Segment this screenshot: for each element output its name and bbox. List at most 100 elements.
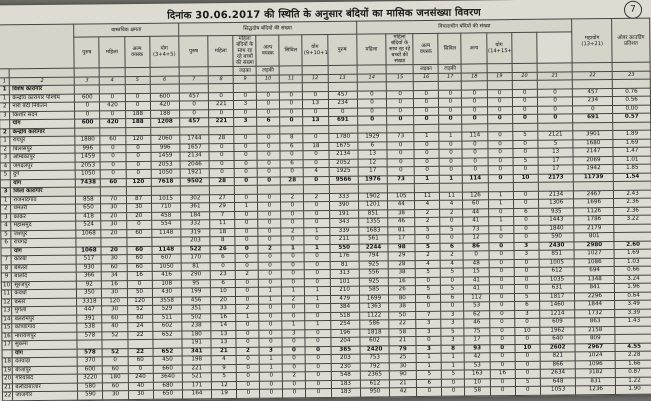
table-cell: 1 [416, 361, 442, 371]
table-cell: 30 [101, 254, 127, 264]
table-cell: 0 [126, 279, 153, 289]
table-cell: 16 [388, 277, 416, 286]
table-cell: 0.87 [615, 368, 651, 377]
table-cell: 1.01 [613, 155, 651, 165]
table-cell: 1201 [358, 200, 388, 210]
table-cell: 0 [438, 89, 462, 99]
table-cell [75, 186, 101, 196]
header-children-cell [149, 67, 180, 76]
table-cell: 70 [100, 195, 127, 204]
table-cell: 126 [462, 191, 489, 201]
table-cell: 120 [127, 296, 153, 306]
header-sub-undertrial: अल्प वयस्क [413, 33, 439, 65]
table-cell: 53 [464, 361, 490, 371]
table-cell: 1355 [358, 217, 388, 227]
table-cell: 0 [489, 378, 516, 387]
table-cell: 30 [128, 390, 154, 400]
table-cell: 17 [1, 340, 13, 350]
table-cell [179, 83, 209, 93]
table-cell [303, 124, 329, 134]
table-cell: 0 [234, 176, 258, 186]
table-cell: 0 [100, 161, 126, 170]
table-cell: 0 [512, 105, 538, 115]
table-cell: 0 [236, 380, 260, 390]
table-cell: 13 [303, 116, 329, 126]
table-cell: 660 [152, 364, 183, 374]
table-cell: 602 [152, 322, 182, 331]
table-cell: 41 [463, 276, 489, 286]
table-cell: 10 [514, 326, 540, 336]
table-cell: 2634 [540, 368, 576, 378]
table-cell: 0 [413, 98, 439, 108]
table-cell: 17 [537, 164, 574, 174]
table-cell: 0 [305, 388, 332, 398]
table-cell: 1306 [538, 198, 575, 208]
table-cell: 12 [211, 380, 237, 390]
header-children-cell: लड़का [413, 64, 439, 74]
table-cell: 22 [388, 319, 417, 329]
table-cell: 29 [209, 202, 235, 212]
table-cell: 2053 [75, 161, 101, 171]
table-cell: 2 [0, 128, 11, 137]
header-undertrial: विचाराधीन बंदियों की संख्या [356, 18, 573, 35]
table-cell: 13 [537, 147, 574, 157]
table-cell: 0 [439, 157, 463, 167]
table-cell: 0 [357, 98, 387, 108]
table-cell [149, 84, 180, 93]
table-cell: 0 [259, 312, 283, 322]
table-cell: 17 [388, 234, 416, 244]
table-cell: 30 [126, 203, 152, 213]
table-cell: 48 [463, 259, 489, 269]
table-cell: 1 [0, 136, 11, 146]
table-cell: 1 [234, 202, 258, 211]
table-cell: 0 [125, 152, 151, 162]
table-cell: 0 [125, 160, 151, 170]
table-cell: 0 [415, 302, 442, 312]
table-cell: 0 [512, 148, 538, 158]
table-cell: 0 [279, 108, 304, 117]
table-cell: 0 [281, 235, 305, 245]
table-cell: 1 [439, 132, 463, 141]
table-cell: 0 [281, 218, 305, 228]
header-children-cell: लड़की [256, 65, 280, 75]
table-cell: 0 [488, 267, 515, 277]
table-cell: 0 [413, 115, 440, 125]
table-cell: 0 [514, 360, 541, 370]
table-cell: 0 [125, 101, 151, 111]
table-cell: 2430 [538, 241, 575, 251]
table-cell: 203 [330, 354, 361, 363]
table-cell: 26 [388, 285, 416, 295]
table-cell: 3 [416, 344, 442, 354]
table-cell: 6 [280, 142, 304, 151]
table-cell: 0 [386, 98, 414, 108]
table-cell: 8 [210, 236, 236, 246]
table-cell: 9 [1, 272, 12, 282]
page-number: 7 [623, 0, 643, 19]
table-cell: 50 [388, 311, 417, 320]
table-cell: 3 [282, 329, 306, 338]
table-cell: 38 [388, 302, 417, 312]
table-cell: 710 [151, 203, 181, 212]
table-cell: 3 [0, 187, 11, 197]
table-cell: 5 [537, 139, 574, 149]
table-cell: 0 [235, 287, 259, 296]
table-cell: 1.96 [614, 283, 651, 292]
header-children-cell [208, 66, 234, 76]
table-cell: 0 [234, 168, 258, 177]
table-cell: 196 [330, 328, 360, 338]
table-cell: 30 [101, 220, 127, 230]
table-cell: 0 [387, 166, 415, 176]
table-cell: 75 [464, 327, 490, 337]
table-cell: 2 [235, 304, 260, 313]
table-cell: 0 [257, 193, 281, 203]
table-cell: 11 [414, 191, 440, 201]
table-cell: 234 [327, 99, 358, 108]
table-cell: 521 [182, 372, 212, 382]
table-cell: 996 [150, 143, 180, 153]
table-cell: 996 [75, 144, 101, 154]
table-cell: 81 [181, 262, 211, 272]
table-cell: 20 [101, 246, 127, 255]
table-cell: 1 [258, 286, 282, 296]
table-cell: 0 [208, 108, 234, 118]
table-cell: 333 [328, 192, 359, 202]
